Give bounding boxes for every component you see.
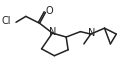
Text: N: N [88,28,95,38]
Text: O: O [46,6,53,16]
Text: N: N [49,27,56,37]
Text: Cl: Cl [2,16,11,26]
